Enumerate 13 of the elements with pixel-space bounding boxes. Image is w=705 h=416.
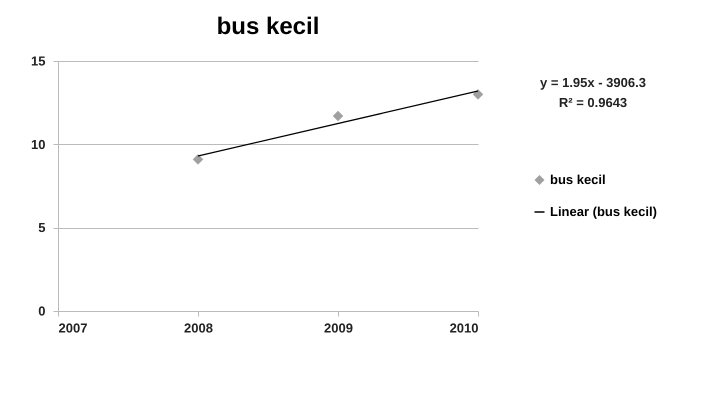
legend-label: bus kecil [550, 172, 606, 187]
text: y = 1.95x - 3906.3 [540, 75, 646, 90]
x-tick-label: 2007 [58, 320, 88, 336]
x-tick-label: 2008 [184, 320, 213, 336]
y-tick-label: 15 [31, 54, 46, 68]
legend-label: Linear (bus kecil) [550, 204, 657, 219]
x-tick-label: 2009 [324, 320, 353, 336]
y-tick-label: 0 [38, 304, 46, 318]
x-tick-label: 2010 [450, 320, 478, 336]
chart-title: bus kecil [216, 13, 320, 40]
y-tick-label: 5 [38, 220, 46, 236]
text: R² = 0.9643 [558, 95, 628, 110]
y-tick-label: 10 [31, 136, 46, 152]
